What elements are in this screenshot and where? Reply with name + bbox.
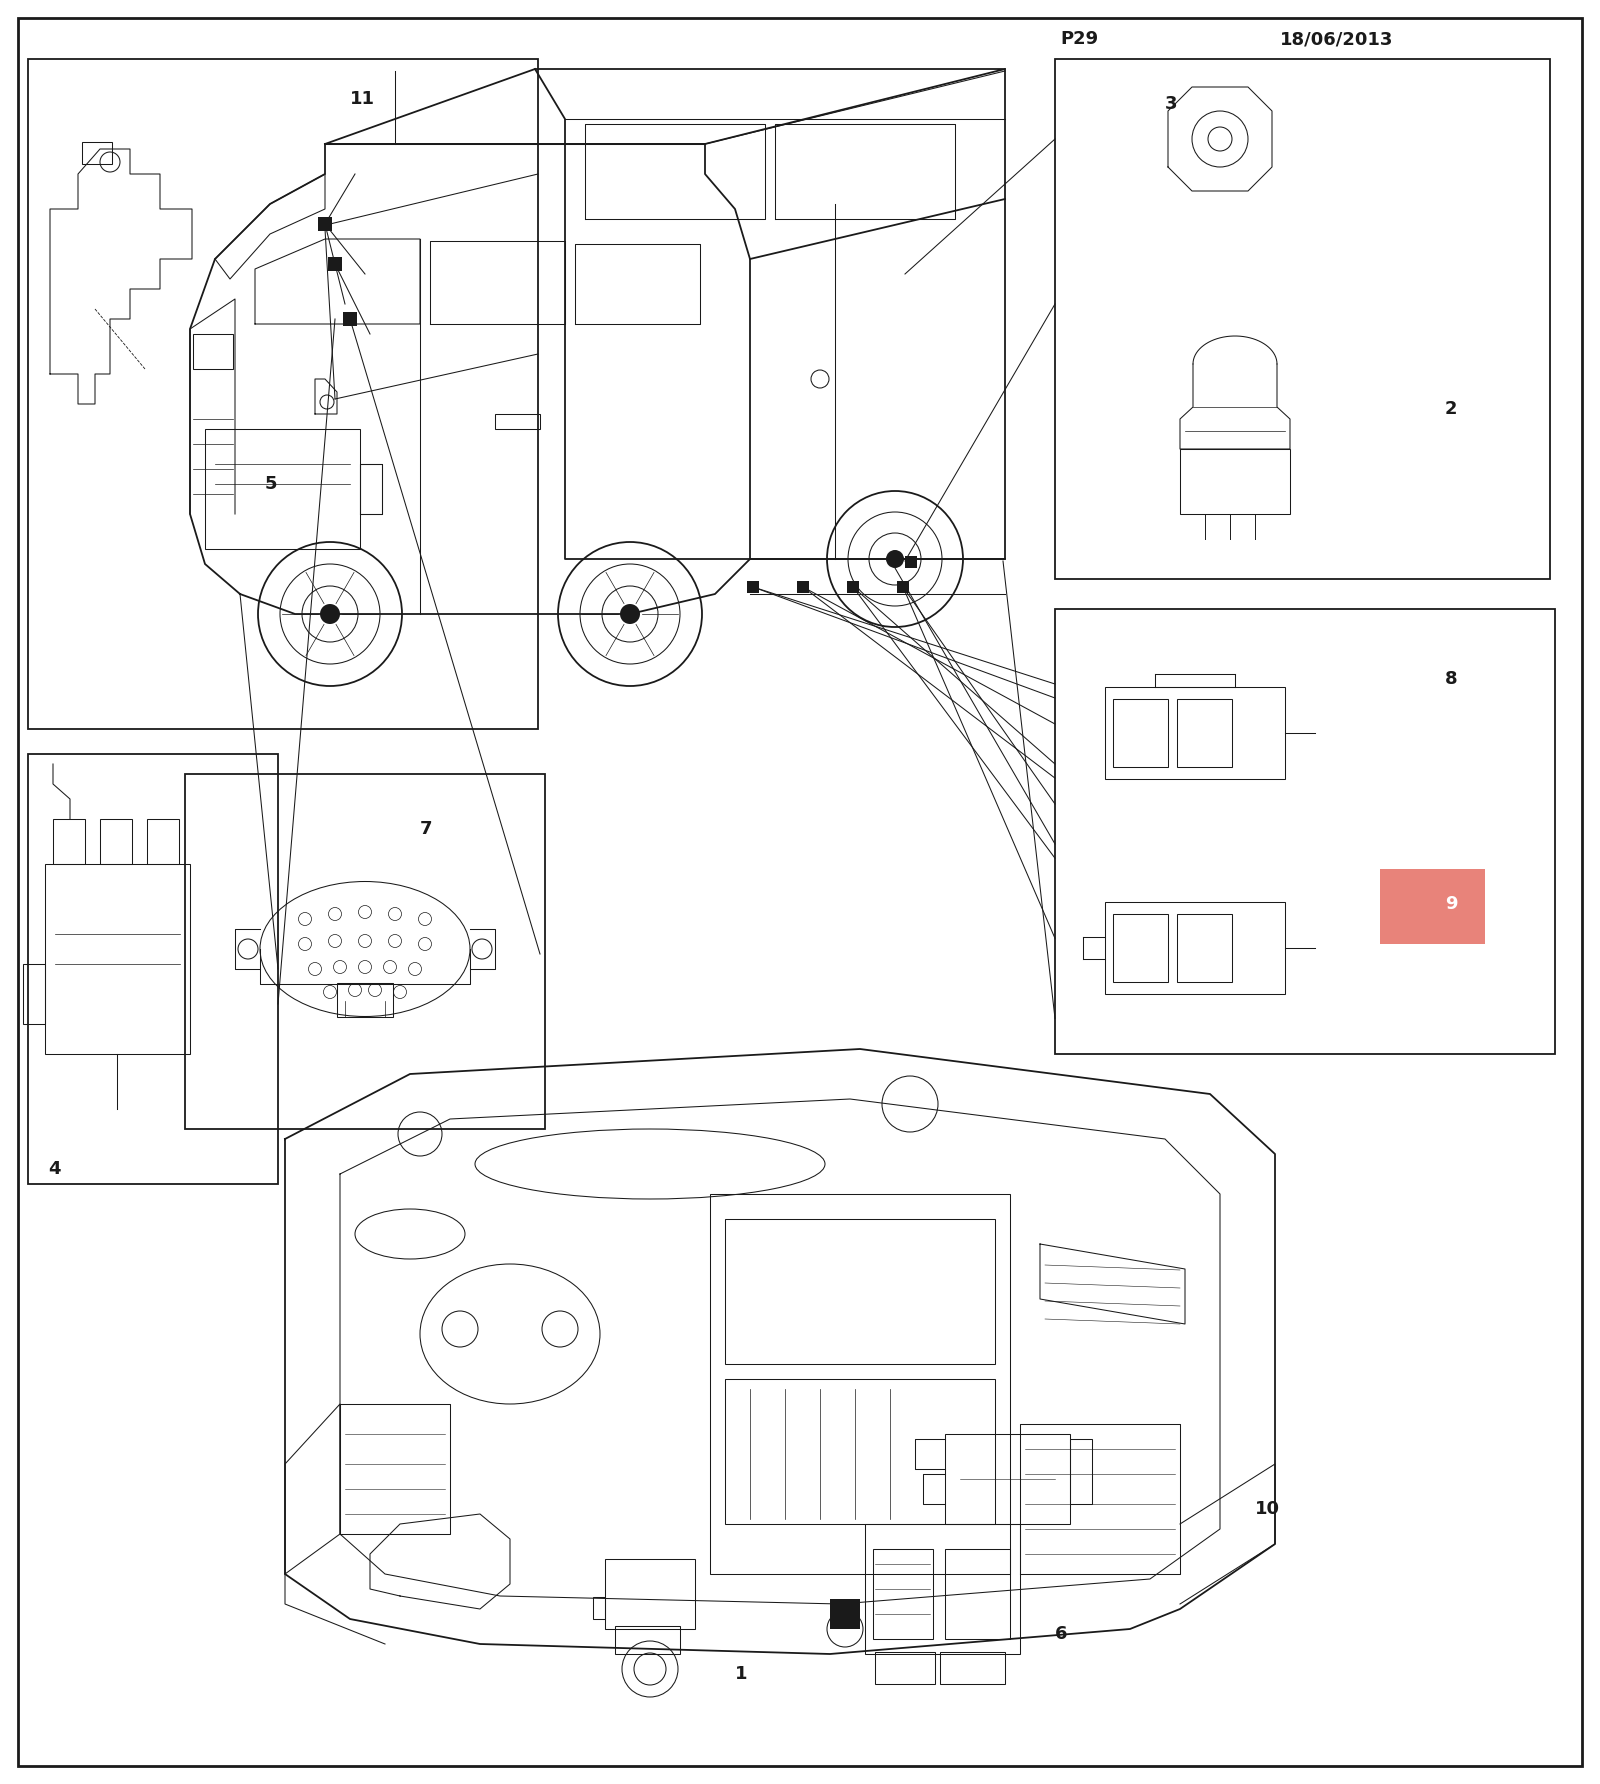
Text: 6: 6	[1054, 1625, 1067, 1643]
Bar	[45, 863, 190, 1054]
Bar	[797, 582, 810, 592]
Bar	[53, 819, 85, 863]
Bar	[941, 1652, 1005, 1684]
Bar	[875, 1652, 934, 1684]
Text: 2: 2	[1445, 400, 1458, 417]
Text: P29: P29	[1059, 30, 1098, 48]
Bar	[1054, 608, 1555, 1054]
Bar	[342, 312, 357, 326]
Text: 1: 1	[734, 1664, 747, 1682]
Bar	[360, 464, 382, 514]
Bar	[338, 983, 394, 1017]
Text: 4: 4	[48, 1160, 61, 1177]
Bar	[1178, 913, 1232, 981]
Bar	[846, 582, 859, 592]
Bar	[594, 1597, 605, 1620]
Bar	[186, 774, 546, 1129]
Bar	[328, 257, 342, 271]
Bar	[22, 963, 45, 1024]
Circle shape	[621, 605, 640, 624]
Bar	[1054, 59, 1550, 580]
Text: 11: 11	[350, 89, 374, 109]
Bar	[194, 334, 234, 369]
Bar	[830, 1598, 861, 1629]
Bar	[99, 819, 131, 863]
Bar	[710, 1193, 1010, 1573]
Bar	[725, 1379, 995, 1524]
Bar	[494, 414, 541, 428]
Bar	[1379, 869, 1485, 944]
Text: 3: 3	[1165, 95, 1178, 112]
Bar	[866, 1524, 1021, 1654]
Bar	[946, 1549, 1010, 1639]
Circle shape	[320, 605, 339, 624]
Bar	[614, 1625, 680, 1654]
Text: 9: 9	[1445, 896, 1458, 913]
Bar	[1181, 450, 1290, 514]
Bar	[946, 1434, 1070, 1524]
Bar	[874, 1549, 933, 1639]
Bar	[747, 582, 758, 592]
Bar	[147, 819, 179, 863]
Text: 18/06/2013: 18/06/2013	[1280, 30, 1394, 48]
Bar	[906, 557, 917, 567]
Circle shape	[886, 549, 904, 567]
Bar	[29, 59, 538, 730]
Bar	[205, 428, 360, 549]
Text: 5: 5	[266, 475, 277, 492]
Text: 10: 10	[1254, 1500, 1280, 1518]
Bar	[1070, 1440, 1091, 1504]
Bar	[725, 1218, 995, 1365]
Bar	[1106, 687, 1285, 780]
Bar	[1106, 903, 1285, 994]
Bar	[1114, 699, 1168, 767]
Bar	[82, 143, 112, 164]
Text: 7: 7	[419, 821, 432, 838]
Bar	[1178, 699, 1232, 767]
Text: 8: 8	[1445, 671, 1458, 689]
Bar	[1114, 913, 1168, 981]
Bar	[29, 755, 278, 1185]
Bar	[605, 1559, 694, 1629]
Bar	[898, 582, 909, 592]
Bar	[318, 218, 333, 230]
